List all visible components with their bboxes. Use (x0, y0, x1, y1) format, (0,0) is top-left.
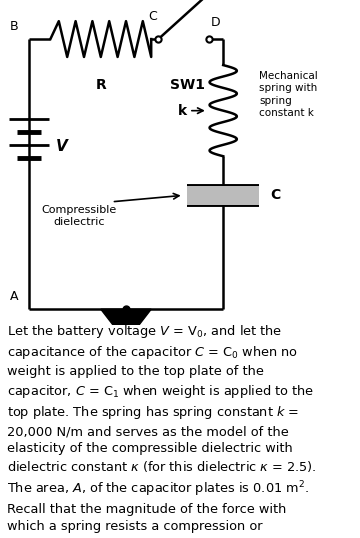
Text: Let the battery voltage $V$ = V$_0$, and let the
capacitance of the capacitor $C: Let the battery voltage $V$ = V$_0$, and… (7, 323, 317, 538)
Text: V: V (56, 139, 68, 154)
Text: Mechanical
spring with
spring
constant k: Mechanical spring with spring constant k (259, 71, 318, 118)
Text: B: B (9, 19, 18, 32)
Text: R: R (95, 78, 106, 92)
Text: C: C (148, 10, 157, 23)
Text: D: D (211, 16, 220, 29)
Bar (187, 186, 259, 205)
Polygon shape (101, 309, 151, 342)
Text: k: k (178, 104, 187, 118)
Text: C: C (270, 188, 280, 202)
Text: A: A (9, 289, 18, 303)
Text: Compressible
dielectric: Compressible dielectric (41, 205, 117, 228)
Text: SW1: SW1 (170, 78, 205, 92)
